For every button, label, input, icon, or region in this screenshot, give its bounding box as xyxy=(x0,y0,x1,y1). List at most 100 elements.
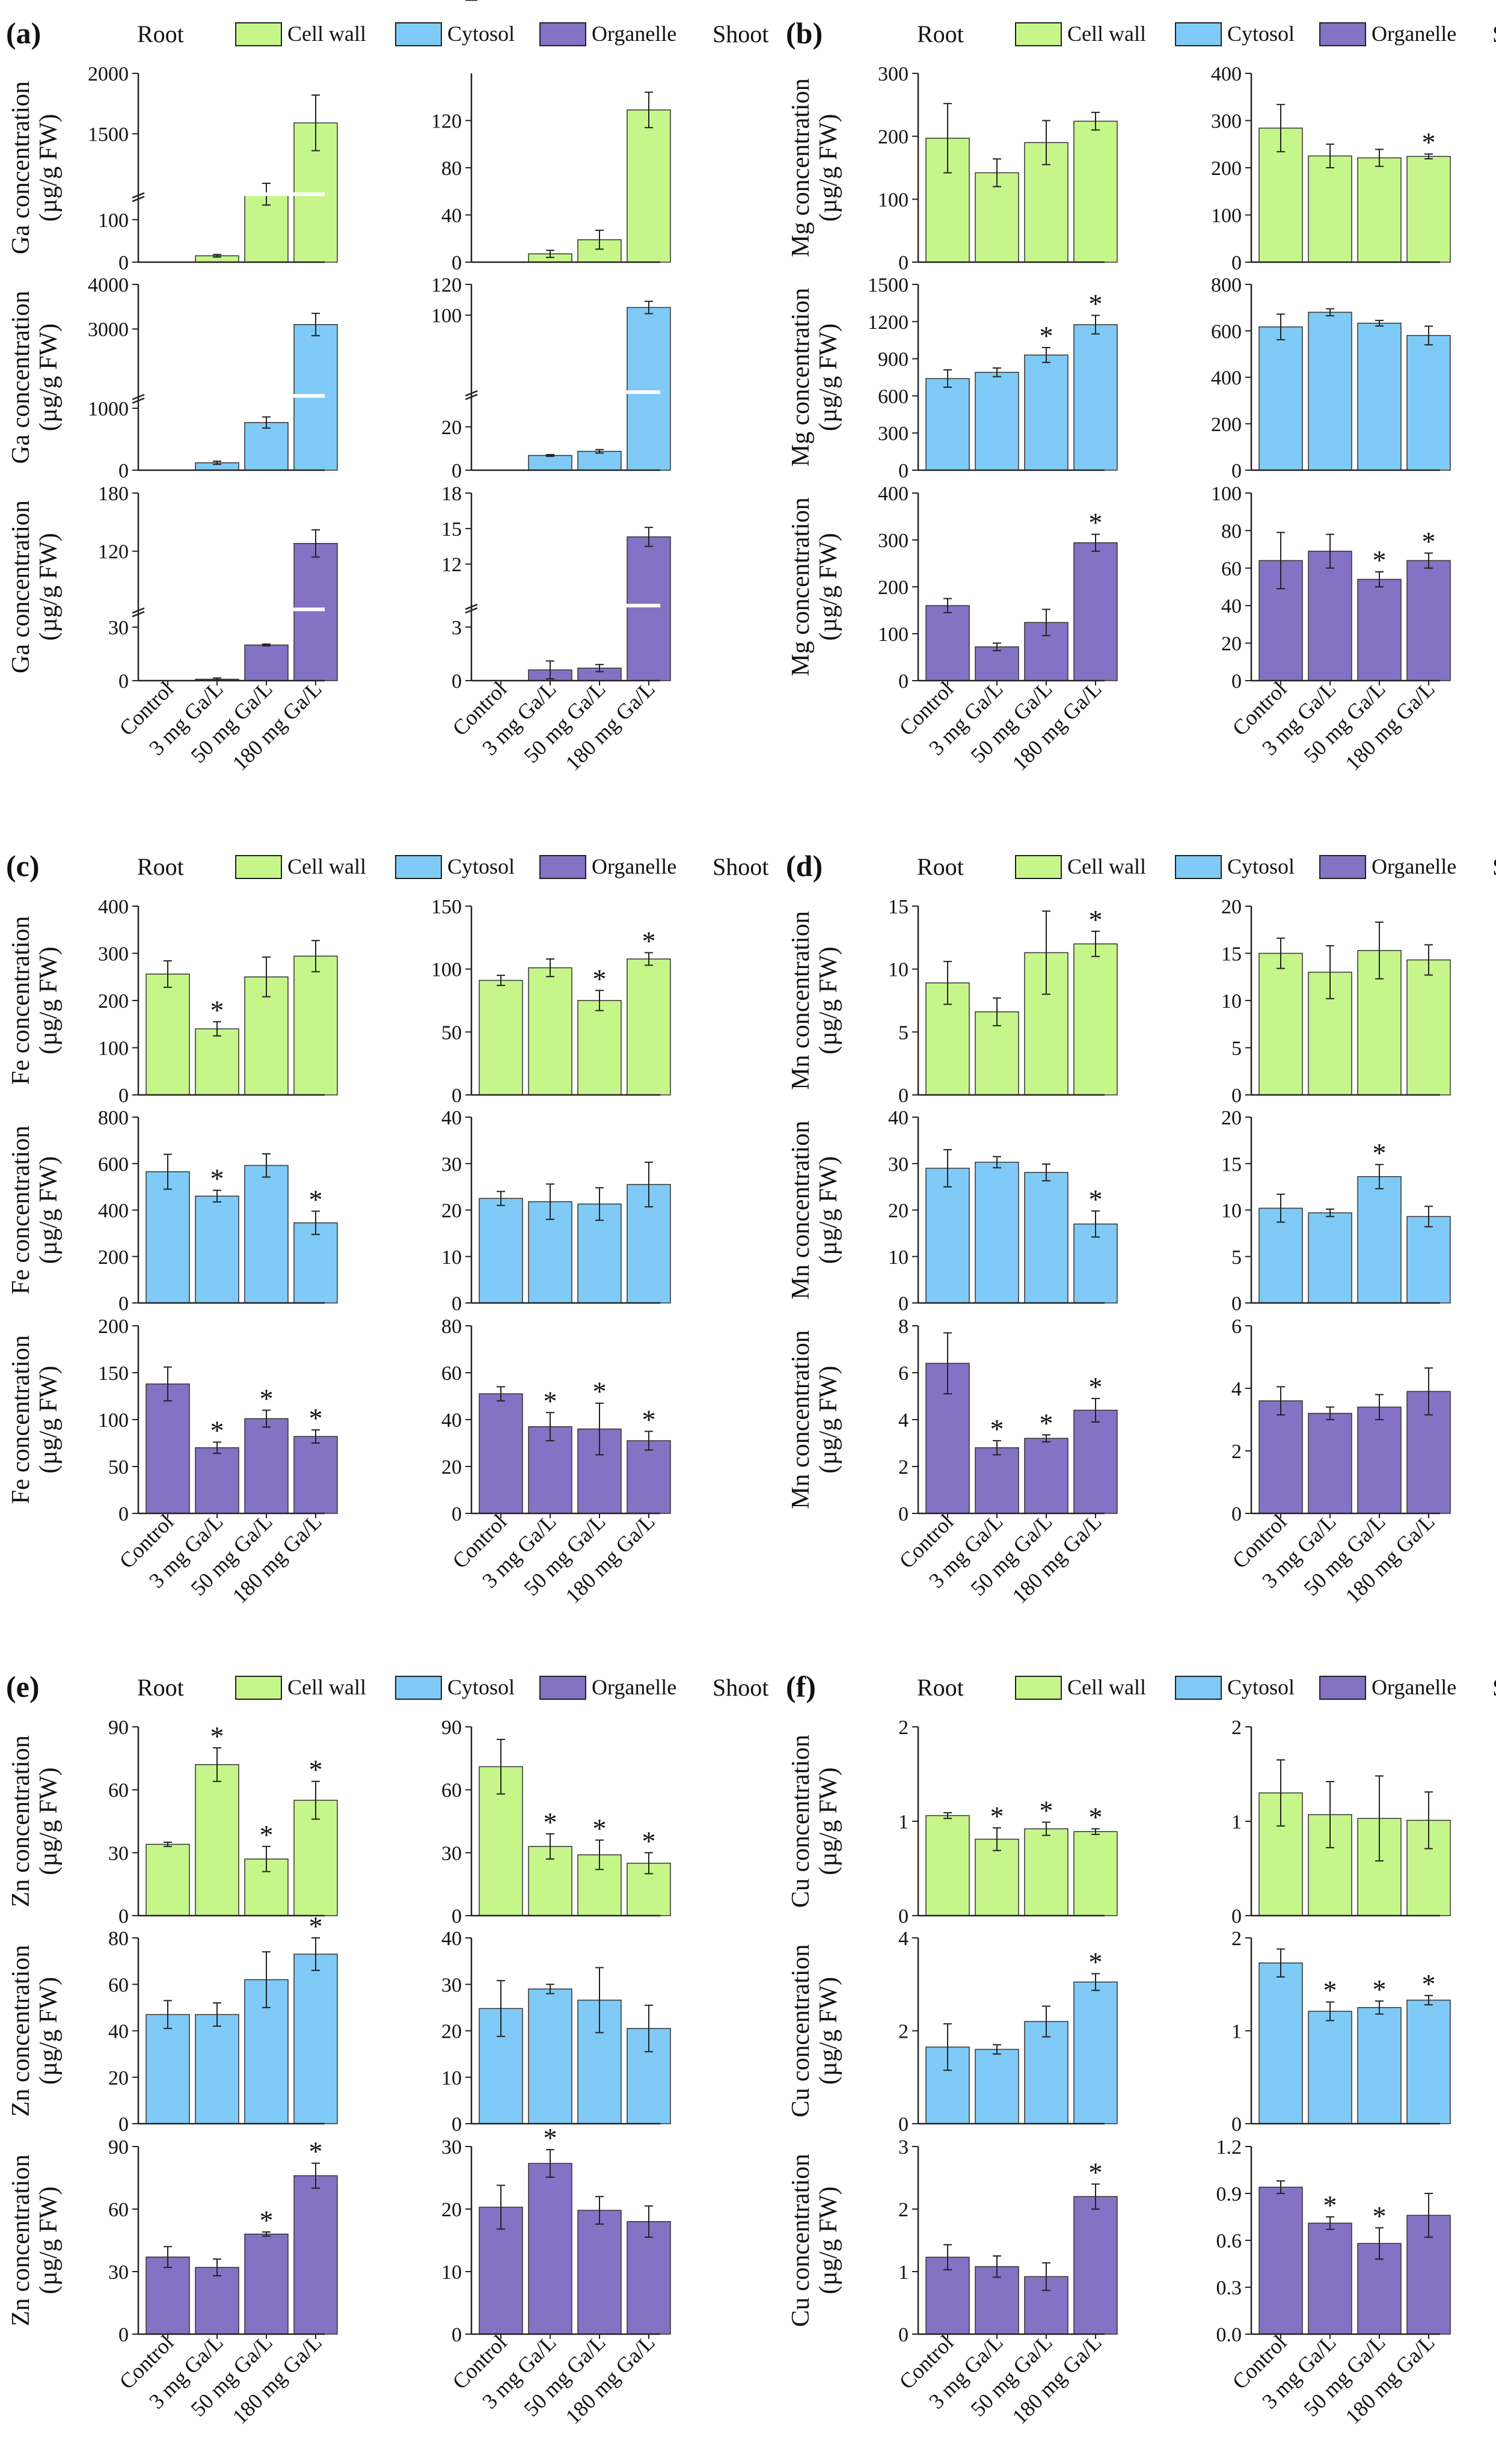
legend-swatch-cytosol xyxy=(1175,855,1222,879)
y-tick-label: 4 xyxy=(898,1409,909,1432)
axis-break-gap xyxy=(473,604,660,608)
y-axis-label: Mg concentration(µg/g FW) xyxy=(787,288,842,467)
bar-organelle-root-0 xyxy=(925,605,970,681)
legend: Root Cell wall Cytosol Organelle Shoot xyxy=(917,20,1496,48)
y-axis-label: Zn concentration(µg/g FW) xyxy=(7,1735,63,1907)
y-tick-label: 2 xyxy=(898,2021,909,2043)
panel-letter: (b) xyxy=(786,16,823,50)
subplot-cytosol-root: 0 1000 3000 4000 xyxy=(88,274,338,482)
y-tick-label: 12 xyxy=(441,554,462,576)
y-axis-label-line1: Ga concentration xyxy=(7,500,35,673)
bar-organelle-root-2 xyxy=(244,2233,289,2335)
y-axis-label: Fe concentration(µg/g FW) xyxy=(7,1335,63,1504)
y-tick-label: 20 xyxy=(1221,896,1242,918)
bar-cytosol-root-2 xyxy=(244,421,289,471)
significance-marker-1: * xyxy=(990,1414,1004,1444)
significance-marker-1: * xyxy=(210,1163,224,1194)
y-tick-label: 2 xyxy=(1231,1441,1242,1463)
y-tick-label: 30 xyxy=(888,1153,909,1175)
bar-organelle-root-2 xyxy=(1024,1438,1068,1514)
significance-marker-2: * xyxy=(260,1819,274,1850)
bar-organelle-root-1 xyxy=(195,1447,239,1514)
y-tick-label: 900 xyxy=(878,349,909,371)
y-tick-label: 20 xyxy=(441,2199,462,2221)
y-tick-label: 0.6 xyxy=(1216,2230,1242,2252)
legend: Root Cell wall Cytosol Organelle Shoot xyxy=(137,1674,768,1701)
y-tick-label: 3000 xyxy=(88,319,129,341)
legend-label-cytosol: Cytosol xyxy=(447,22,515,46)
y-tick-label: 5 xyxy=(1231,1246,1242,1269)
y-axis-label: Mn concentration(µg/g FW) xyxy=(787,911,842,1089)
subplot-cell_wall-shoot: * * * 0 30 60 90 xyxy=(441,1717,671,1928)
subplot-cell_wall-root: * * * 0 30 60 90 xyxy=(108,1717,338,1928)
significance-marker-2: * xyxy=(593,1813,607,1843)
y-tick-label: 4 xyxy=(1231,1378,1242,1400)
y-tick-label: 30 xyxy=(108,617,129,639)
significance-marker-1: * xyxy=(1323,2190,1337,2220)
legend-root-label: Root xyxy=(137,853,184,880)
y-tick-label: 200 xyxy=(98,990,129,1013)
legend-swatch-cytosol xyxy=(395,855,442,879)
y-tick-label: 10 xyxy=(1221,1200,1242,1222)
legend-shoot-label: Shoot xyxy=(1492,20,1496,48)
legend-label-cell_wall: Cell wall xyxy=(1067,854,1146,878)
legend-swatch-organelle xyxy=(539,855,586,879)
y-tick-label: 100 xyxy=(1211,483,1242,505)
y-tick-label: 0 xyxy=(1231,1503,1242,1525)
legend-label-cytosol: Cytosol xyxy=(1227,1675,1295,1699)
bar-cytosol-shoot-2 xyxy=(1357,322,1402,471)
bar-cytosol-shoot-2 xyxy=(1357,1176,1402,1304)
y-tick-label: 80 xyxy=(1221,520,1242,542)
y-axis-label-line2: (µg/g FW) xyxy=(815,1977,842,2085)
y-tick-label: 2000 xyxy=(88,63,129,85)
y-tick-label: 15 xyxy=(1221,943,1242,966)
bar-cytosol-root-1 xyxy=(195,1195,239,1304)
y-axis-label: Mg concentration(µg/g FW) xyxy=(787,78,842,257)
legend-swatch-cell_wall xyxy=(1015,855,1062,879)
significance-marker-3: * xyxy=(1422,1969,1436,1999)
bar-organelle-root-3 xyxy=(293,1436,338,1514)
y-tick-label: 200 xyxy=(98,1246,129,1269)
y-tick-label: 0 xyxy=(118,1905,129,1928)
y-tick-label: 0 xyxy=(118,1085,129,1107)
panel-mg: (b) Root Cell wall Cytosol Organelle Shoot Mg … xyxy=(786,16,1496,775)
y-tick-label: 200 xyxy=(1211,158,1242,180)
bar-organelle-root-2 xyxy=(244,644,289,681)
bar-cytosol-root-1 xyxy=(975,2049,1019,2124)
bar-cell_wall-root-0 xyxy=(146,973,190,1096)
y-axis-label-line2: (µg/g FW) xyxy=(35,1767,63,1875)
legend-root-label: Root xyxy=(917,853,964,880)
y-axis-label-line2: (µg/g FW) xyxy=(815,1365,842,1473)
bar-organelle-root-3 xyxy=(1073,1409,1118,1514)
legend-shoot-label: Shoot xyxy=(1492,853,1496,880)
bar-cell_wall-shoot-1 xyxy=(528,967,572,1096)
y-axis-label: Cu concentration(µg/g FW) xyxy=(787,2154,842,2327)
legend-root-label: Root xyxy=(137,1674,184,1701)
subplot-cytosol-root: * 0 10 20 30 40 xyxy=(888,1107,1118,1315)
y-axis-label-line2: (µg/g FW) xyxy=(815,114,842,221)
y-axis-label: Ga concentration(µg/g FW) xyxy=(7,500,63,673)
significance-marker-2: * xyxy=(593,963,607,994)
significance-marker-3: * xyxy=(309,1755,323,1785)
y-tick-label: 0 xyxy=(1231,252,1242,274)
bar-cytosol-root-1 xyxy=(975,372,1019,471)
significance-marker-3: * xyxy=(1422,127,1436,158)
y-tick-label: 60 xyxy=(108,1780,129,1802)
y-tick-label: 30 xyxy=(441,2136,462,2159)
bar-cytosol-shoot-3 xyxy=(1406,1999,1451,2124)
y-axis-label: Cu concentration(µg/g FW) xyxy=(787,1735,842,1908)
bar-cytosol-root-3 xyxy=(293,1222,338,1304)
bar-cytosol-shoot-0 xyxy=(479,1198,523,1304)
y-axis-label-line1: Zn concentration xyxy=(7,2154,35,2326)
y-tick-label: 180 xyxy=(98,483,129,505)
legend-label-cell_wall: Cell wall xyxy=(287,854,366,878)
y-axis-label-line1: Mn concentration xyxy=(787,1330,815,1509)
legend-root-label: Root xyxy=(137,20,184,48)
legend-swatch-cytosol xyxy=(395,1676,442,1700)
significance-marker-2: * xyxy=(1373,1974,1387,2005)
